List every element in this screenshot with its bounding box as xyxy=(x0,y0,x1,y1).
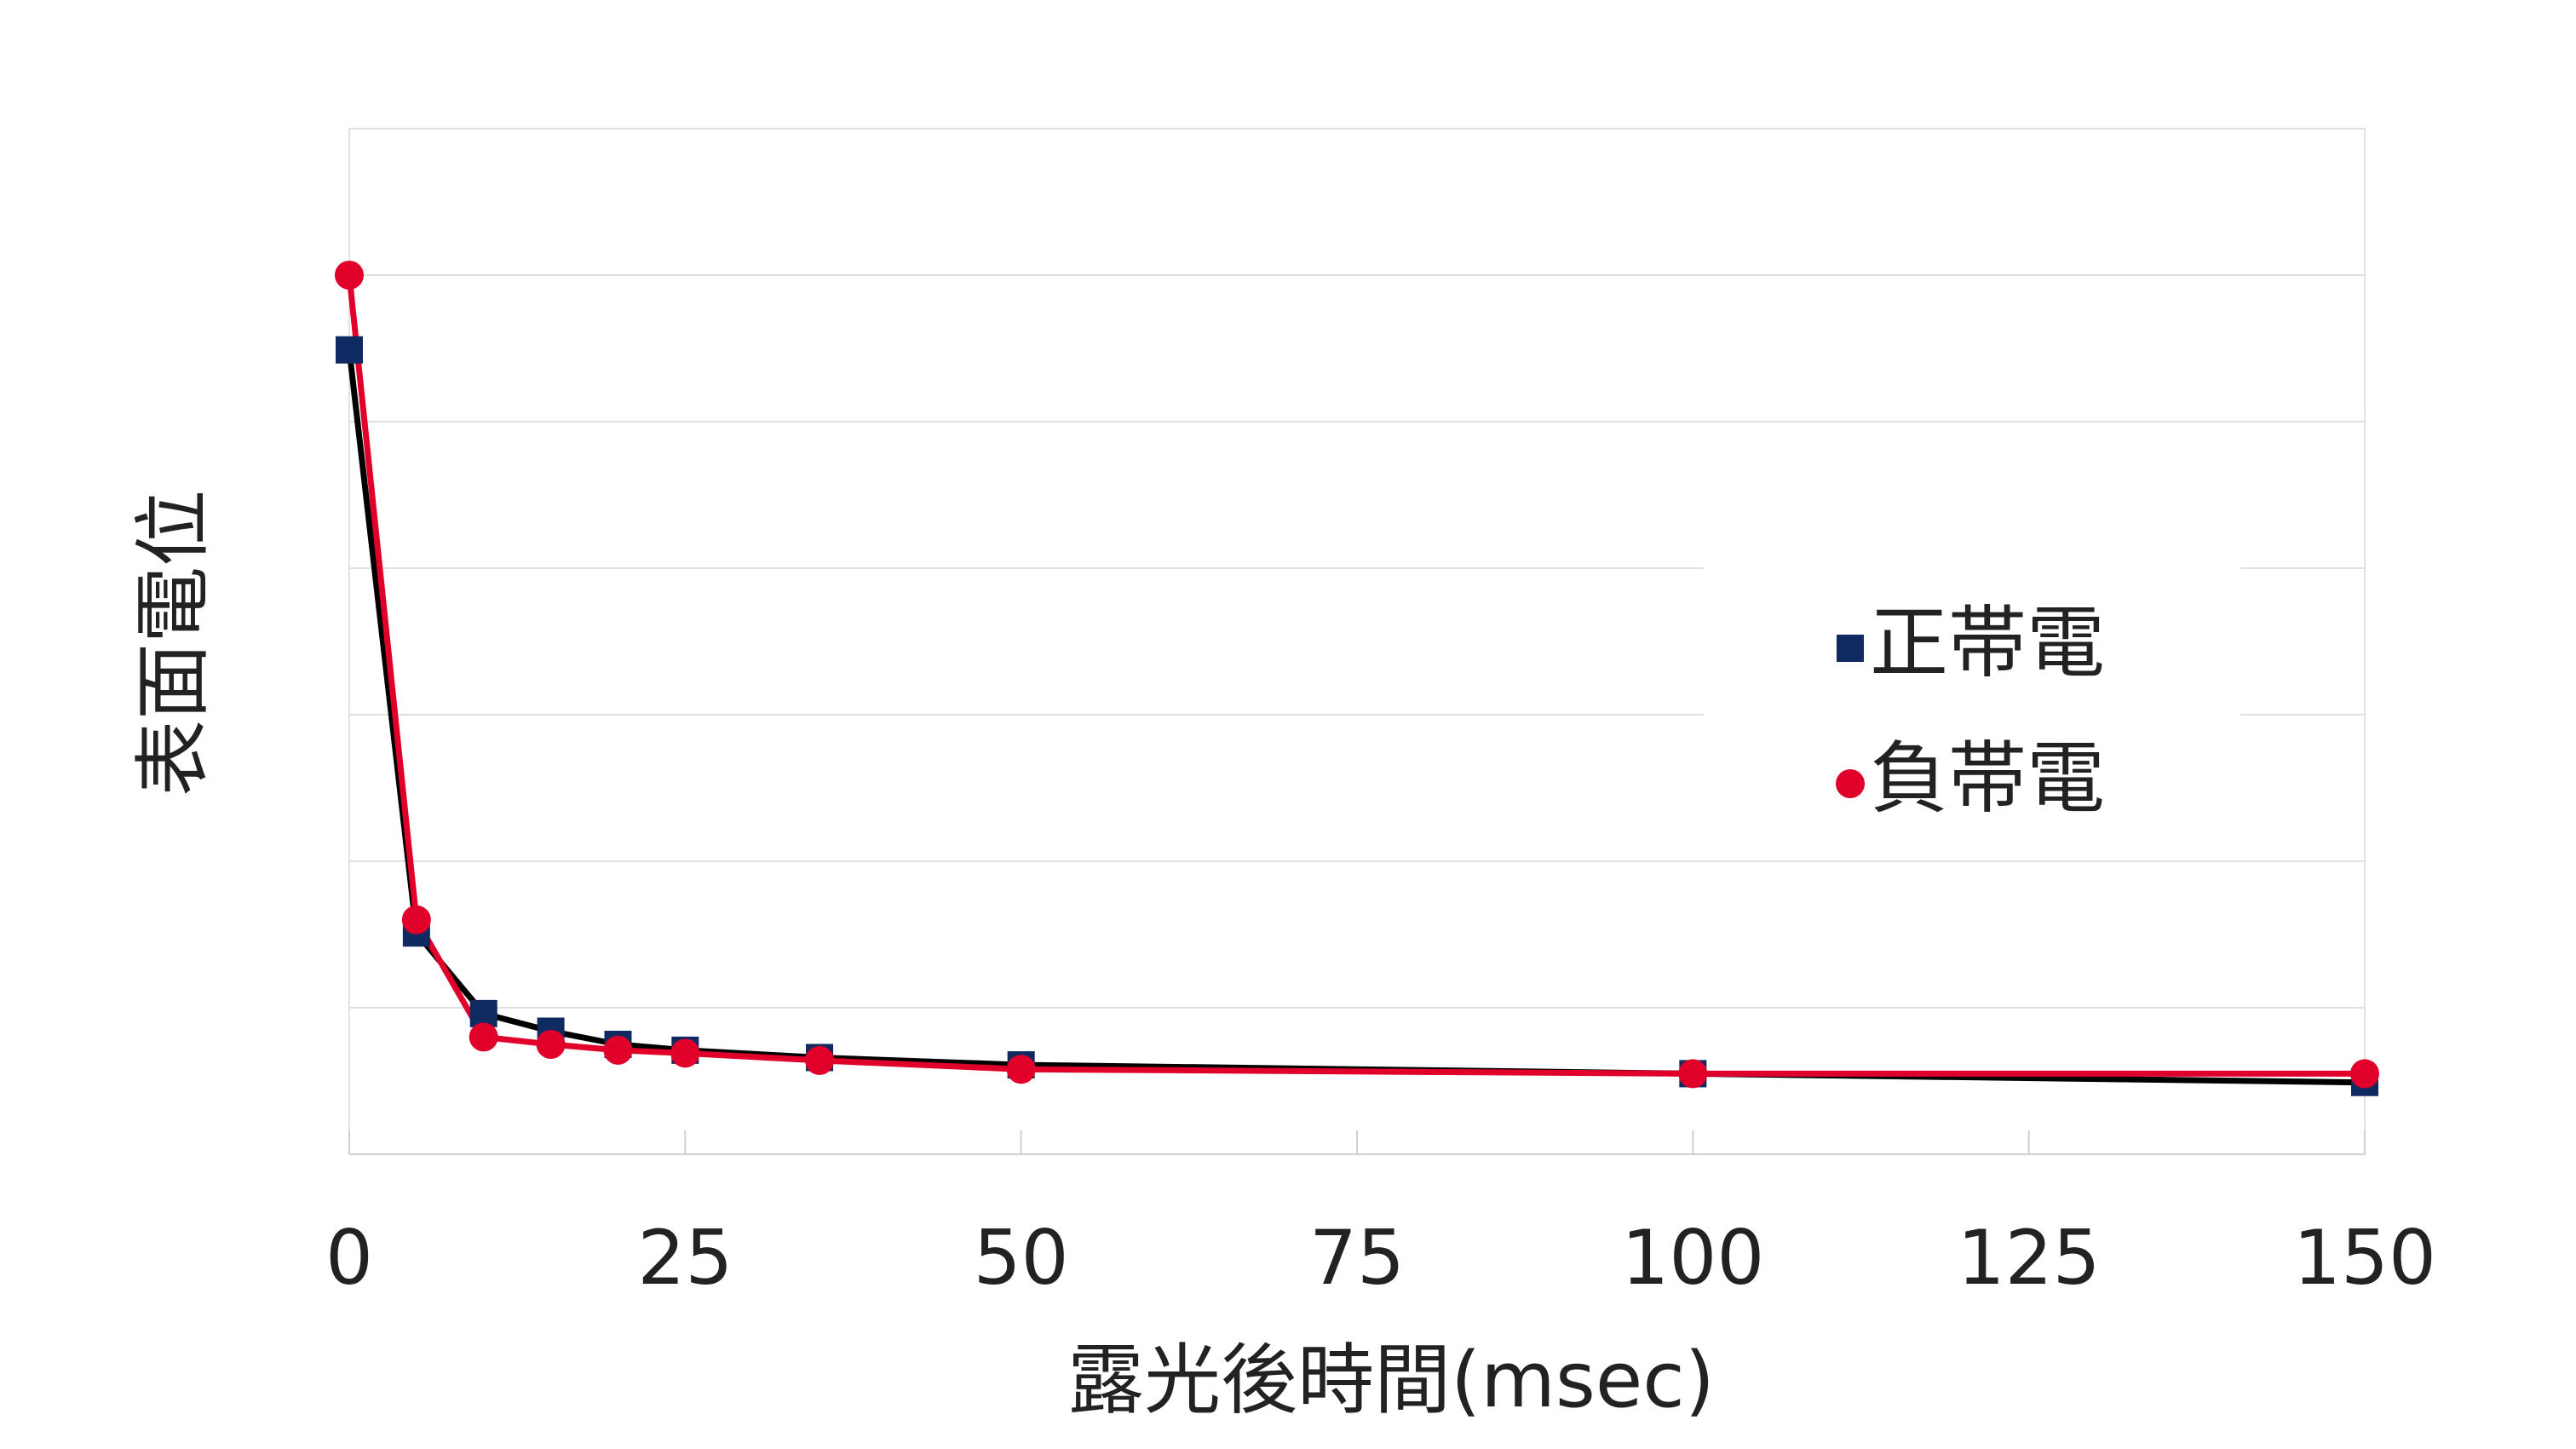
point xyxy=(335,261,364,290)
x-tick-label: 50 xyxy=(974,1214,1069,1302)
point xyxy=(670,1038,700,1068)
legend-label: 負帯電 xyxy=(1870,733,2105,824)
point xyxy=(469,1022,498,1052)
x-tick-label: 25 xyxy=(637,1214,733,1302)
legend-label: 正帯電 xyxy=(1870,597,2105,688)
x-tick-label: 0 xyxy=(325,1214,373,1302)
legend-box xyxy=(1704,566,2240,839)
point xyxy=(603,1035,633,1065)
point xyxy=(536,1030,566,1059)
legend-marker xyxy=(1836,769,1865,798)
series-line xyxy=(346,274,2365,1077)
point xyxy=(336,336,363,364)
x-tick-label: 100 xyxy=(1621,1214,1764,1302)
legend-marker xyxy=(1837,635,1864,662)
x-tick-label: 150 xyxy=(2293,1214,2436,1302)
x-axis-title: 露光後時間(msec) xyxy=(1067,1336,1715,1425)
point xyxy=(2350,1059,2379,1089)
point xyxy=(1678,1059,1708,1089)
x-tick-label: 125 xyxy=(1958,1214,2101,1302)
y-axis-title: 表面電位 xyxy=(129,490,218,796)
point xyxy=(805,1045,835,1075)
point xyxy=(1006,1055,1036,1084)
point xyxy=(401,905,431,934)
x-tick-label: 75 xyxy=(1309,1214,1405,1302)
